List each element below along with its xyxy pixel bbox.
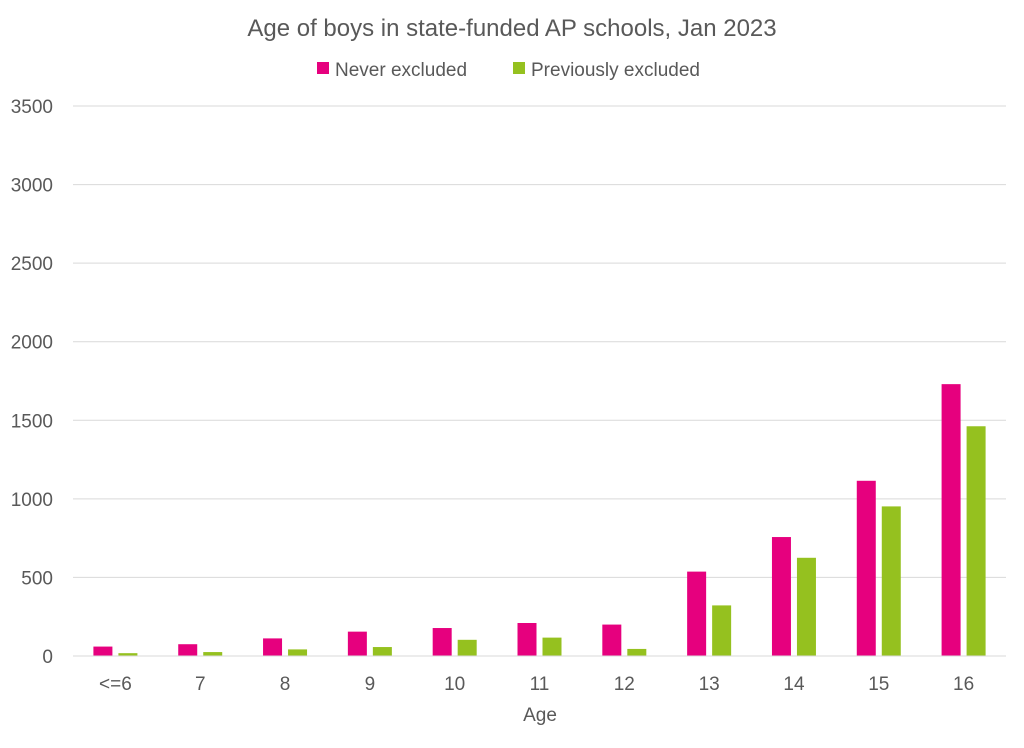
x-tick-label: 12: [614, 674, 635, 695]
bar-previously-excluded: [457, 639, 477, 656]
bar-never-excluded: [263, 638, 283, 656]
chart-title: Age of boys in state-funded AP schools, …: [247, 15, 776, 42]
legend-swatch-never-excluded: [317, 62, 329, 74]
x-tick-label: 15: [868, 674, 889, 695]
y-tick-label: 1000: [11, 490, 53, 511]
bar-never-excluded: [941, 384, 961, 656]
y-tick-label: 3000: [11, 176, 53, 197]
bar-previously-excluded: [288, 649, 308, 656]
bar-never-excluded: [771, 537, 791, 656]
y-axis-tick-labels: 0 500 1000 1500 2000 2500 3000 3500: [11, 97, 53, 668]
x-tick-label: 13: [699, 674, 720, 695]
y-tick-label: 2500: [11, 254, 53, 275]
bar-never-excluded: [93, 646, 113, 656]
bar-previously-excluded: [881, 506, 901, 656]
x-tick-label: 7: [195, 674, 206, 695]
bars: [93, 384, 986, 656]
y-tick-label: 0: [42, 647, 53, 668]
legend-label-never-excluded: Never excluded: [335, 60, 467, 81]
bar-previously-excluded: [966, 426, 986, 656]
bar-previously-excluded: [118, 653, 138, 656]
y-tick-label: 500: [21, 568, 53, 589]
bar-never-excluded: [517, 623, 537, 656]
x-tick-label: 8: [280, 674, 291, 695]
gridlines: [73, 105, 1006, 578]
bar-never-excluded: [347, 631, 367, 656]
bar-previously-excluded: [372, 647, 392, 656]
bar-never-excluded: [602, 624, 622, 656]
x-tick-label: 14: [783, 674, 805, 695]
x-tick-label: 10: [444, 674, 465, 695]
bar-never-excluded: [687, 571, 707, 656]
x-tick-label: 16: [953, 674, 974, 695]
legend-swatch-previously-excluded: [513, 62, 525, 74]
legend-label-previously-excluded: Previously excluded: [531, 60, 700, 81]
x-tick-label: 11: [530, 674, 550, 695]
bar-never-excluded: [856, 480, 876, 656]
bar-previously-excluded: [796, 557, 816, 656]
bar-previously-excluded: [627, 648, 647, 656]
bar-never-excluded: [178, 644, 198, 656]
bar-previously-excluded: [203, 652, 223, 656]
bar-previously-excluded: [542, 637, 562, 656]
y-tick-label: 3500: [11, 97, 53, 118]
x-tick-label: 9: [365, 674, 376, 695]
x-tick-label: <=6: [99, 674, 132, 695]
bar-previously-excluded: [712, 605, 732, 656]
y-tick-label: 2000: [11, 333, 53, 354]
bar-never-excluded: [432, 628, 452, 656]
y-tick-label: 1500: [11, 411, 53, 432]
x-axis-tick-labels: <=6 7 8 9 10 11 12 13 14 15 16: [99, 674, 974, 695]
legend: Never excluded Previously excluded: [317, 60, 700, 81]
x-axis-title: Age: [523, 705, 557, 726]
